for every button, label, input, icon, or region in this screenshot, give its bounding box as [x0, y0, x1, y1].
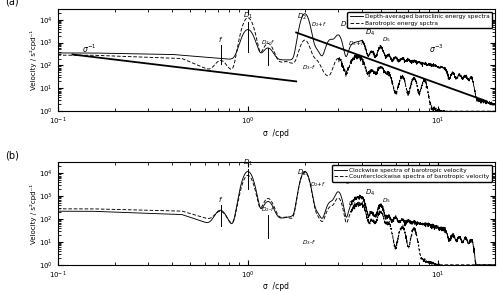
- Barotropic energy spctra: [241, 20, 247, 23]
- Depth-averaged baroclinic energy spectra: [130, 52, 136, 56]
- Text: $D_3$-$f$: $D_3$-$f$: [302, 64, 316, 72]
- Counterclockwise spectra of barotropic velocity: [302, 171, 308, 174]
- Barotropic energy spctra: [222, 62, 228, 65]
- Clockwise spectra of barotropic velocity: [436, 227, 442, 230]
- Text: $D_2$: $D_2$: [298, 12, 308, 22]
- Clockwise spectra of barotropic velocity: [54, 210, 60, 213]
- Barotropic energy spctra: [484, 109, 490, 113]
- X-axis label: σ  /cpd: σ /cpd: [263, 129, 289, 138]
- Barotropic energy spctra: [245, 16, 251, 19]
- Text: $D_5$: $D_5$: [382, 35, 391, 44]
- Counterclockwise spectra of barotropic velocity: [241, 178, 247, 181]
- Text: $D_3$: $D_3$: [340, 20, 350, 30]
- Text: $D_4$: $D_4$: [364, 188, 375, 198]
- Text: $\sigma^{-3}$: $\sigma^{-3}$: [429, 42, 444, 55]
- Text: $D_2$-$f$: $D_2$-$f$: [261, 205, 275, 214]
- Text: $D_2$-$f$: $D_2$-$f$: [261, 38, 275, 47]
- Text: (b): (b): [5, 150, 19, 160]
- Text: $D_4$: $D_4$: [364, 28, 375, 38]
- Clockwise spectra of barotropic velocity: [241, 173, 247, 177]
- Depth-averaged baroclinic energy spectra: [222, 57, 228, 61]
- Text: $D_2$+$f$: $D_2$+$f$: [311, 20, 327, 29]
- Text: $f$: $f$: [218, 35, 223, 44]
- Clockwise spectra of barotropic velocity: [472, 263, 478, 267]
- Text: $D_3$+$f$: $D_3$+$f$: [348, 39, 364, 48]
- Clockwise spectra of barotropic velocity: [130, 211, 136, 214]
- Line: Counterclockwise spectra of barotropic velocity: Counterclockwise spectra of barotropic v…: [58, 172, 495, 265]
- Barotropic energy spctra: [104, 54, 110, 58]
- Text: $D_3$+$f$: $D_3$+$f$: [348, 199, 364, 208]
- X-axis label: σ  /cpd: σ /cpd: [263, 282, 289, 291]
- Clockwise spectra of barotropic velocity: [104, 210, 110, 214]
- Counterclockwise spectra of barotropic velocity: [492, 263, 498, 267]
- Text: (a): (a): [5, 0, 18, 7]
- Depth-averaged baroclinic energy spectra: [54, 51, 60, 55]
- Line: Barotropic energy spctra: Barotropic energy spctra: [58, 18, 495, 111]
- Text: $\sigma^{-1}$: $\sigma^{-1}$: [82, 42, 97, 55]
- Barotropic energy spctra: [54, 54, 60, 57]
- Line: Depth-averaged baroclinic energy spectra: Depth-averaged baroclinic energy spectra: [58, 14, 495, 105]
- Text: $D_3$-$f$: $D_3$-$f$: [302, 238, 316, 247]
- Depth-averaged baroclinic energy spectra: [492, 102, 498, 106]
- Clockwise spectra of barotropic velocity: [222, 213, 228, 216]
- Depth-averaged baroclinic energy spectra: [241, 31, 247, 34]
- Line: Clockwise spectra of barotropic velocity: Clockwise spectra of barotropic velocity: [58, 171, 495, 265]
- Barotropic energy spctra: [492, 109, 498, 113]
- Y-axis label: Velocity / s²cpd⁻¹: Velocity / s²cpd⁻¹: [30, 184, 38, 244]
- Depth-averaged baroclinic energy spectra: [302, 12, 308, 15]
- Counterclockwise spectra of barotropic velocity: [436, 262, 442, 266]
- Counterclockwise spectra of barotropic velocity: [484, 263, 490, 267]
- Y-axis label: Velocity / s²cpd⁻¹: Velocity / s²cpd⁻¹: [30, 30, 38, 90]
- Legend: Clockwise spectra of barotropic velocity, Counterclockwise spectra of barotropic: Clockwise spectra of barotropic velocity…: [332, 165, 492, 182]
- Clockwise spectra of barotropic velocity: [302, 170, 308, 173]
- Legend: Depth-averaged baroclinic energy spectra, Barotropic energy spctra: Depth-averaged baroclinic energy spectra…: [348, 12, 492, 28]
- Text: $D_2$+$f$: $D_2$+$f$: [310, 180, 326, 189]
- Counterclockwise spectra of barotropic velocity: [222, 213, 228, 217]
- Text: $D_1$: $D_1$: [243, 10, 253, 21]
- Counterclockwise spectra of barotropic velocity: [130, 208, 136, 212]
- Depth-averaged baroclinic energy spectra: [490, 104, 496, 107]
- Text: $f$: $f$: [218, 195, 223, 204]
- Text: $D_1$: $D_1$: [243, 158, 253, 168]
- Clockwise spectra of barotropic velocity: [492, 263, 498, 267]
- Depth-averaged baroclinic energy spectra: [484, 99, 490, 103]
- Text: $D_5$: $D_5$: [382, 196, 391, 205]
- Text: $D_2$: $D_2$: [298, 167, 308, 178]
- Counterclockwise spectra of barotropic velocity: [104, 207, 110, 211]
- Depth-averaged baroclinic energy spectra: [436, 66, 442, 70]
- Barotropic energy spctra: [130, 55, 136, 58]
- Text: $D_3$: $D_3$: [340, 177, 350, 187]
- Barotropic energy spctra: [436, 109, 442, 113]
- Barotropic energy spctra: [432, 109, 438, 113]
- Counterclockwise spectra of barotropic velocity: [432, 263, 438, 267]
- Clockwise spectra of barotropic velocity: [484, 263, 490, 267]
- Depth-averaged baroclinic energy spectra: [104, 52, 110, 55]
- Counterclockwise spectra of barotropic velocity: [54, 207, 60, 211]
